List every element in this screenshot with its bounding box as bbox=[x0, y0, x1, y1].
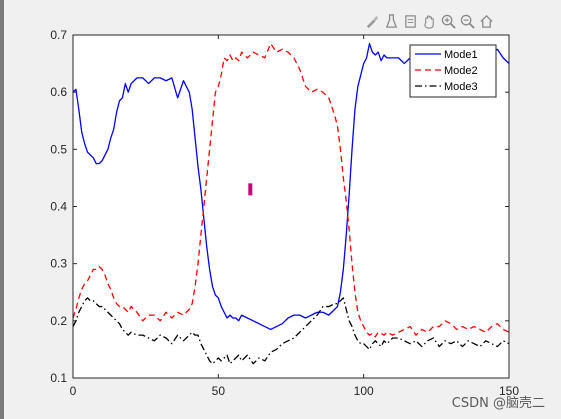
y-tick-label: 0.1 bbox=[50, 371, 67, 385]
legend-label: Mode2 bbox=[444, 65, 478, 77]
zoom-out-icon[interactable] bbox=[459, 13, 476, 30]
y-tick-label: 0.2 bbox=[50, 314, 67, 328]
y-tick-label: 0.4 bbox=[50, 200, 67, 214]
home-icon[interactable] bbox=[478, 13, 495, 30]
brush-icon[interactable] bbox=[364, 13, 381, 30]
watermark: CSDN @脑壳二 bbox=[451, 396, 545, 411]
y-tick-label: 0.5 bbox=[50, 142, 67, 156]
series-line-mode3 bbox=[73, 297, 509, 365]
axes-box bbox=[72, 34, 510, 379]
datatip-icon[interactable] bbox=[383, 13, 400, 30]
series-line-mode1 bbox=[73, 42, 509, 331]
window-edge bbox=[0, 0, 4, 419]
annotation-marker bbox=[248, 183, 253, 196]
pan-icon[interactable] bbox=[421, 13, 438, 30]
axes-toolbar bbox=[364, 10, 495, 32]
x-tick-label: 50 bbox=[212, 384, 226, 398]
legend-label: Mode3 bbox=[444, 81, 478, 93]
y-tick-label: 0.7 bbox=[50, 28, 67, 42]
series-line-mode2 bbox=[73, 42, 509, 338]
y-tick-label: 0.3 bbox=[50, 257, 67, 271]
y-tick-label: 0.6 bbox=[50, 85, 67, 99]
x-tick-label: 100 bbox=[354, 384, 374, 398]
x-tick-label: 150 bbox=[499, 384, 519, 398]
zoom-in-icon[interactable] bbox=[440, 13, 457, 30]
x-tick-label: 0 bbox=[70, 384, 77, 398]
rotate-icon[interactable] bbox=[402, 13, 419, 30]
legend-label: Mode1 bbox=[444, 49, 478, 61]
